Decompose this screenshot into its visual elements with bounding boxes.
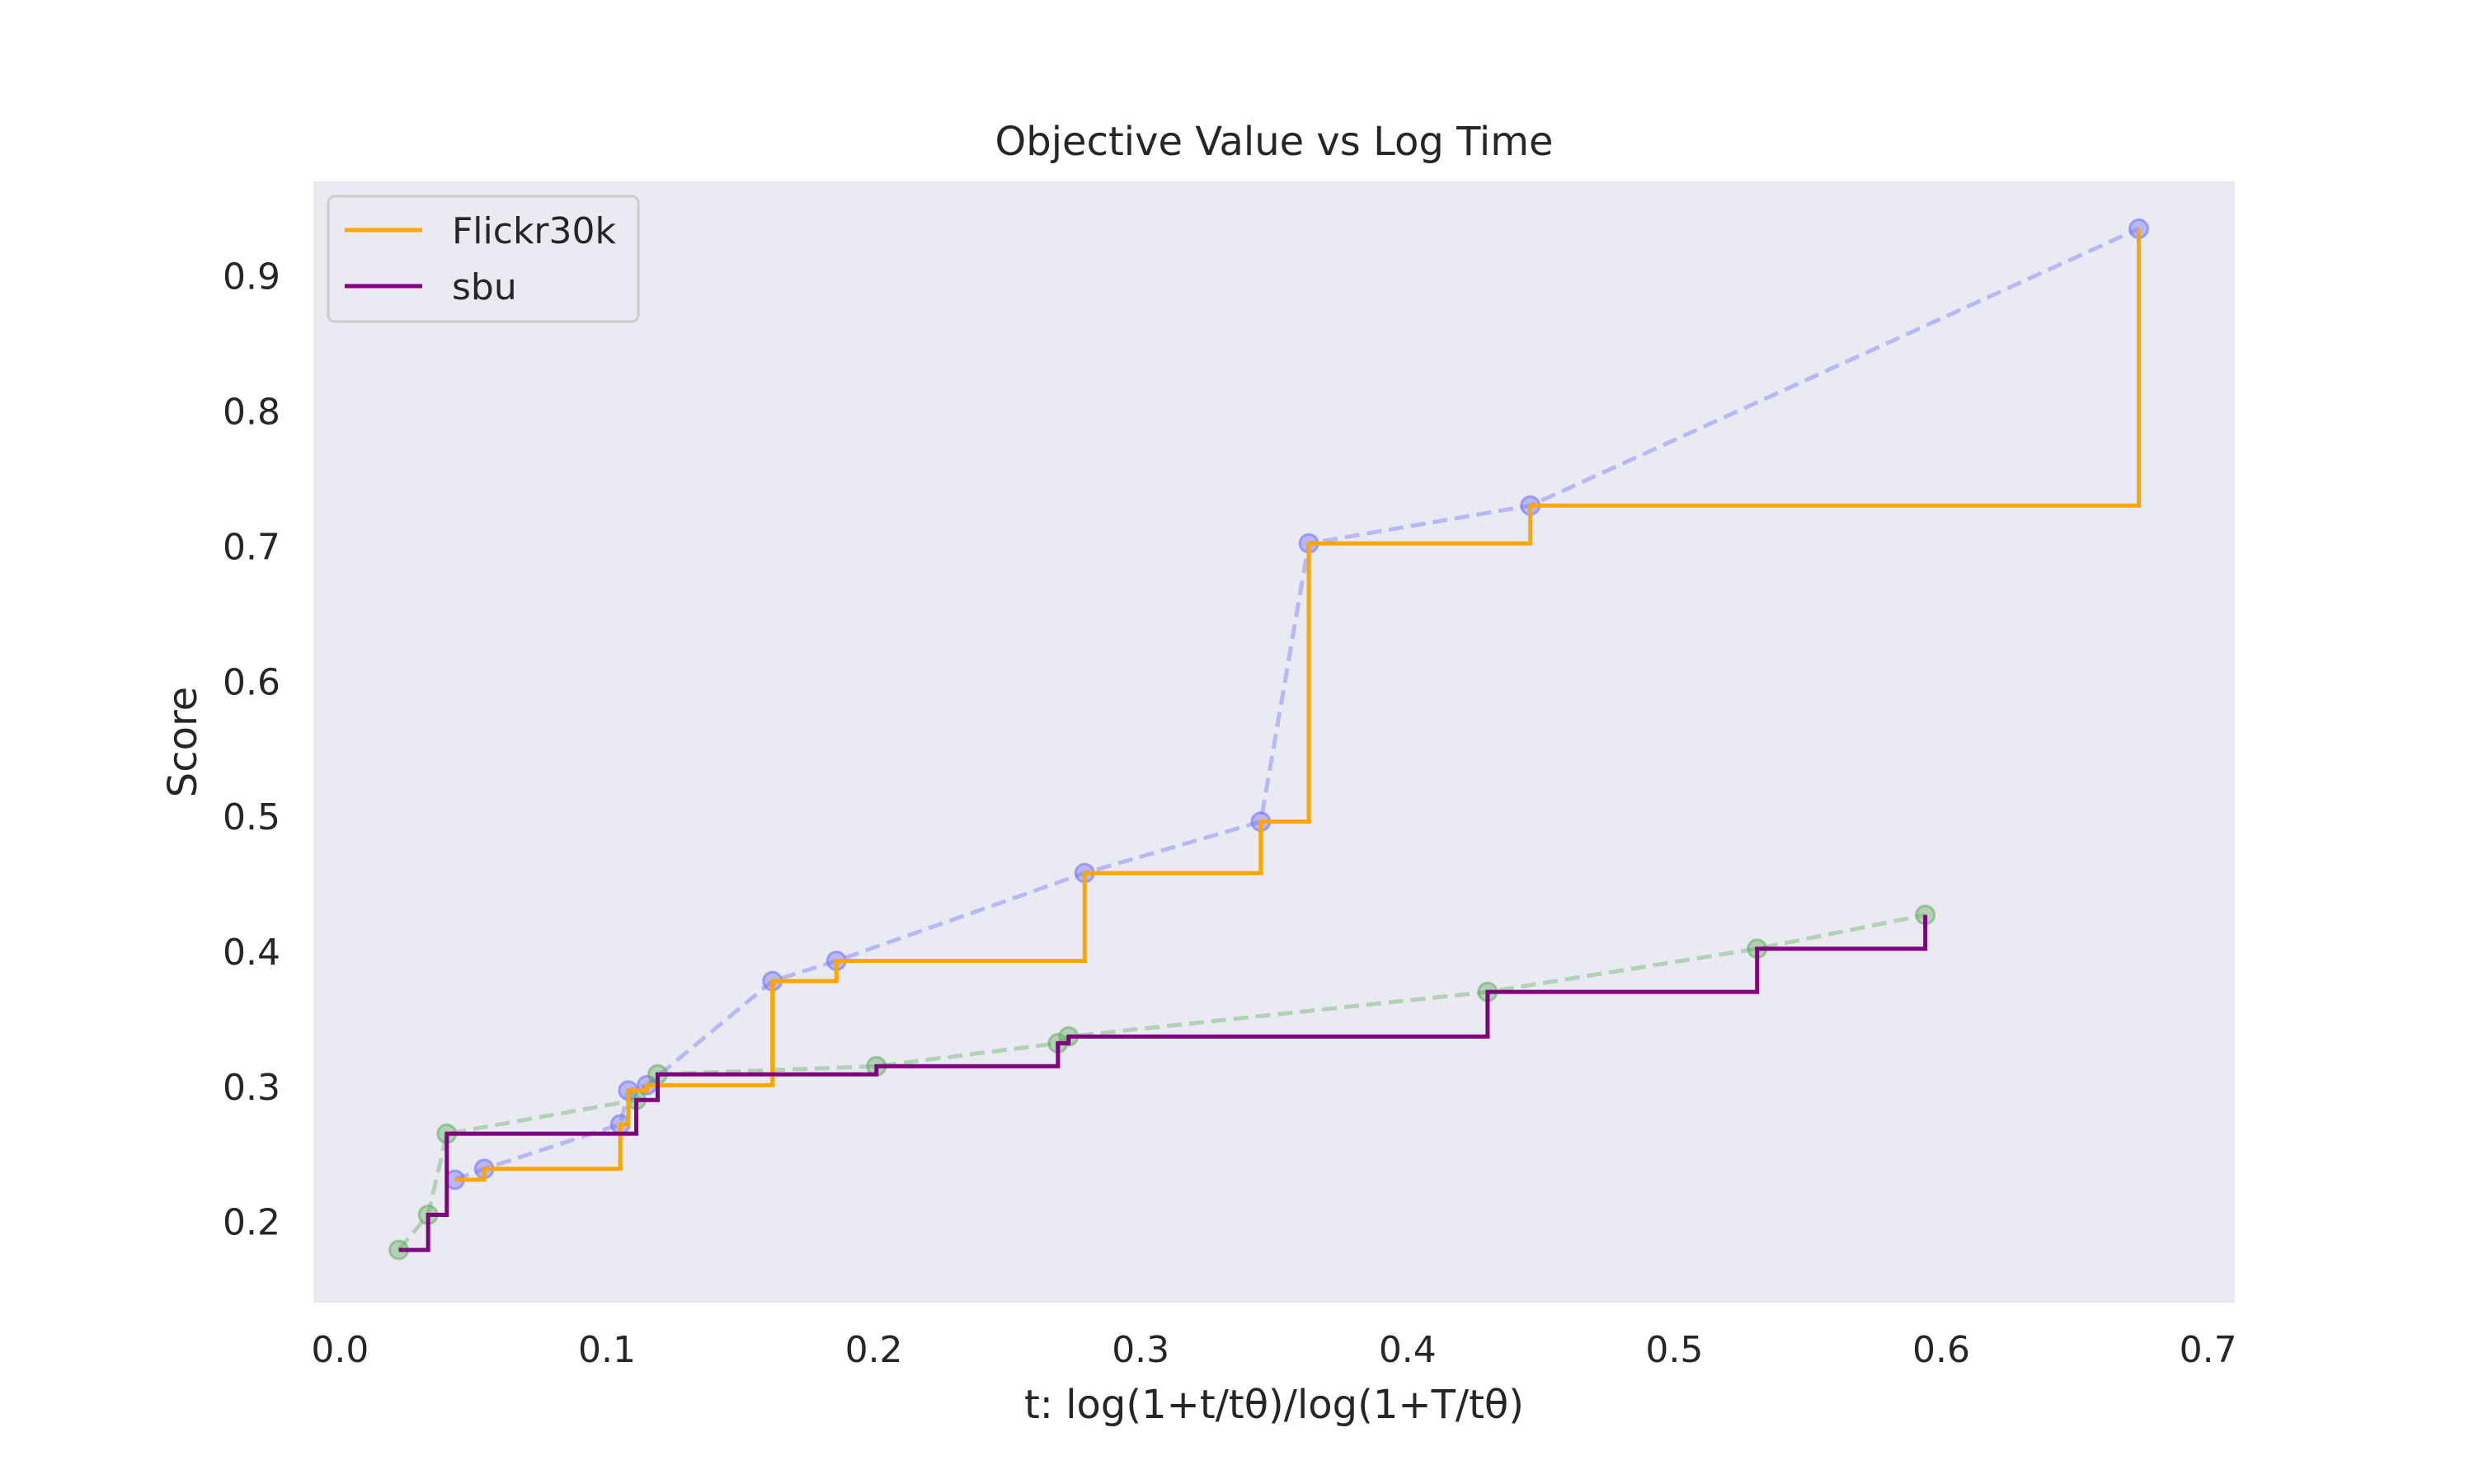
- x-axis-label: t: log(1+t/tθ)/log(1+T/tθ): [1024, 1382, 1524, 1428]
- x-tick-label: 0.5: [1645, 1329, 1703, 1371]
- legend: Flickr30k sbu: [327, 195, 640, 323]
- y-tick-label: 0.9: [223, 256, 280, 298]
- x-tick-label: 0.3: [1112, 1329, 1169, 1371]
- y-axis-label: Score: [160, 687, 206, 797]
- x-tick-label: 0.6: [1912, 1329, 1970, 1371]
- x-tick-label: 0.7: [2180, 1329, 2237, 1371]
- y-tick-label: 0.3: [223, 1067, 280, 1109]
- y-tick-label: 0.7: [223, 526, 280, 568]
- step-lines: [398, 228, 2141, 1252]
- x-tick-label: 0.2: [845, 1329, 903, 1371]
- x-tick-label: 0.0: [311, 1329, 369, 1371]
- x-tick-label: 0.1: [578, 1329, 636, 1371]
- y-tick-label: 0.6: [223, 661, 280, 703]
- legend-label-flickr30k: Flickr30k: [452, 210, 617, 252]
- y-tick-label: 0.8: [223, 392, 280, 434]
- dashed-line-flickr30k: [454, 227, 2140, 1182]
- chart-title: Objective Value vs Log Time: [995, 119, 1553, 165]
- step-line-sbu: [398, 914, 1928, 1252]
- y-tick-label: 0.2: [223, 1202, 280, 1244]
- plot-area: [313, 181, 2235, 1303]
- x-tick-label: 0.4: [1379, 1329, 1437, 1371]
- y-tick-label: 0.4: [223, 932, 280, 974]
- dashed-line-sbu: [397, 913, 1926, 1252]
- step-line-flickr30k: [454, 228, 2141, 1182]
- legend-box: [327, 195, 640, 323]
- legend-label-sbu: sbu: [452, 266, 517, 308]
- y-tick-label: 0.5: [223, 796, 280, 838]
- dashed-connection-lines: [397, 227, 2140, 1252]
- x-tick-labels: 0.0 0.1 0.2 0.3 0.4 0.5 0.6 0.7: [311, 1329, 2236, 1371]
- y-tick-labels: 0.2 0.3 0.4 0.5 0.6 0.7 0.8 0.9: [223, 256, 280, 1244]
